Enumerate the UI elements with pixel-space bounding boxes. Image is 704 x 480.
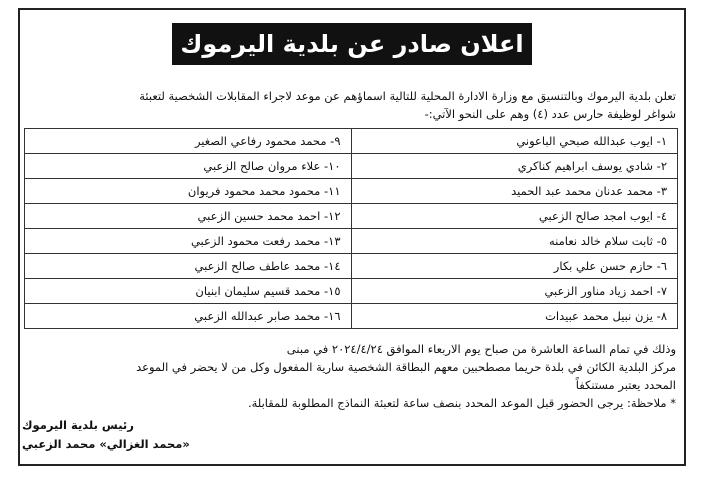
table-row: ٣- محمد عدنان محمد عبد الحميد ١١- محمود م… (24, 178, 678, 204)
table-row: ١- ايوب عبدالله صبحي الباعوني ٩- محمد محم… (24, 128, 678, 154)
table-row: ٧- احمد زياد مناور الزعبي ١٥- محمد قسيم س… (24, 278, 678, 304)
table-row: ٨- يزن نبيل محمد عبيدات ١٦- محمد صابر عبد… (24, 303, 678, 329)
title: اعلان صادر عن بلدية اليرموك (172, 23, 532, 65)
intro-line: تعلن بلدية اليرموك وبالتنسيق مع وزارة ال… (139, 89, 676, 103)
signature-line: «محمد الغزالي» محمد الزعبي (22, 437, 190, 451)
table-row: ٤- ايوب امجد صالح الزعبي ١٢- احمد محمد حس… (24, 203, 678, 229)
table-row: ٢- شادي يوسف ابراهيم كناكري ١٠- علاء مروا… (24, 153, 678, 179)
name-cell: ١٠- علاء مروان صالح الزعبي (24, 153, 352, 179)
body-line: المحدد يعتبر مستنكفاً (575, 378, 676, 392)
name-cell: ١٦- محمد صابر عبدالله الزعبي (24, 303, 352, 329)
name-cell: ٥- ثابت سلام خالد نعامنه (350, 228, 678, 254)
name-cell: ١٤- محمد عاطف صالح الزعبي (24, 253, 352, 279)
name-cell: ٣- محمد عدنان محمد عبد الحميد (350, 178, 678, 204)
name-cell: ٢- شادي يوسف ابراهيم كناكري (350, 153, 678, 179)
note: * ملاحظة: يرجى الحضور قبل الموعد المحدد … (247, 396, 676, 410)
name-cell: ١٣- محمد رفعت محمود الزعبي (24, 228, 352, 254)
name-cell: ٨- يزن نبيل محمد عبيدات (350, 303, 678, 329)
table-row: ٥- ثابت سلام خالد نعامنه ١٣- محمد رفعت مح… (24, 228, 678, 254)
name-cell: ١٢- احمد محمد حسين الزعبي (24, 203, 352, 229)
intro-line: شواغر لوظيفة حارس عدد (٤) وهم على النحو … (424, 107, 676, 121)
name-cell: ٩- محمد محمود رفاعي الصغير (24, 128, 352, 154)
name-cell: ١٥- محمد قسيم سليمان ابنيان (24, 278, 352, 304)
names-table: ١- ايوب عبدالله صبحي الباعوني ٩- محمد محم… (24, 128, 678, 329)
name-cell: ٤- ايوب امجد صالح الزعبي (350, 203, 678, 229)
body-line: مركز البلدية الكائن في بلدة حريما مصطحبي… (136, 360, 676, 374)
signature-line: رئيس بلدية اليرموك (22, 418, 134, 432)
name-cell: ١١- محمود محمد محمود فريوان (24, 178, 352, 204)
ad-frame: اعلان صادر عن بلدية اليرموك تعلن بلدية ا… (18, 8, 686, 466)
body-line: وذلك في تمام الساعة العاشرة من صباح يوم … (286, 342, 676, 356)
name-cell: ٧- احمد زياد مناور الزعبي (350, 278, 678, 304)
table-row: ٦- حازم حسن علي بكار ١٤- محمد عاطف صالح ا… (24, 253, 678, 279)
name-cell: ١- ايوب عبدالله صبحي الباعوني (350, 128, 678, 154)
name-cell: ٦- حازم حسن علي بكار (350, 253, 678, 279)
